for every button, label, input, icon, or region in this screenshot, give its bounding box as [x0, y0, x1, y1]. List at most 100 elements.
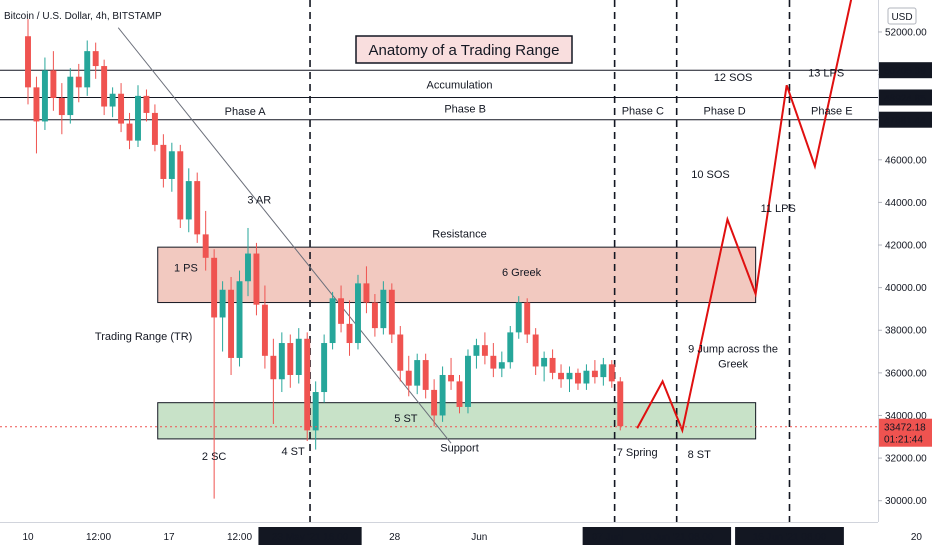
- candle: [481, 332, 488, 365]
- price-axis[interactable]: USD 30000.00 32000.00 34000.00 36000.00 3800…: [878, 0, 932, 522]
- candle: [295, 328, 302, 384]
- candle: [388, 283, 395, 344]
- candle-body: [118, 93, 125, 124]
- countdown-timer-text: 01:21:44: [884, 435, 923, 446]
- annotation-label: 3 AR: [247, 194, 271, 206]
- candle: [50, 51, 57, 111]
- time-highlight-label: 07 Jun '21: [592, 532, 638, 543]
- candle: [58, 83, 65, 135]
- time-tick-label: 12:00: [86, 532, 111, 543]
- candle: [270, 338, 277, 424]
- candle-body: [109, 93, 116, 107]
- candle-body: [177, 151, 184, 220]
- candle-body: [397, 334, 404, 371]
- candle-body: [270, 355, 277, 380]
- candle-body: [363, 283, 370, 303]
- candle: [591, 360, 598, 384]
- phase-label: Phase D: [704, 106, 746, 118]
- candle: [202, 210, 209, 271]
- candle-body: [67, 76, 74, 116]
- candle: [583, 364, 590, 390]
- candle: [541, 351, 548, 382]
- candle: [151, 104, 158, 152]
- candle-body: [278, 343, 285, 380]
- candle: [575, 368, 581, 390]
- candle-body: [405, 370, 412, 386]
- time-highlight-badge: [735, 527, 844, 545]
- candle-body: [439, 374, 446, 416]
- candle: [473, 338, 480, 369]
- candle: [566, 366, 573, 393]
- time-tick-label: 10: [22, 532, 34, 543]
- candle: [211, 249, 218, 499]
- candle: [397, 325, 404, 382]
- price-tick-label: 40000.00: [885, 283, 927, 294]
- time-highlight-badge: [622, 527, 732, 545]
- annotation-label: Greek: [718, 359, 748, 371]
- candle: [507, 325, 514, 369]
- annotation-label: 8 ST: [688, 449, 712, 461]
- price-tick-label: 30000.00: [885, 496, 927, 507]
- candle: [75, 63, 82, 103]
- candle: [617, 377, 624, 431]
- symbol-label: Bitcoin / U.S. Dollar, 4h, BITSTAMP: [4, 11, 162, 22]
- annotation-label: 7 Spring: [617, 447, 658, 459]
- time-highlight-label: 23 May '21 16:00: [272, 532, 349, 543]
- phase-label: Accumulation: [426, 79, 492, 91]
- candle-body: [92, 51, 99, 67]
- candle: [371, 294, 378, 337]
- candle-body: [25, 36, 31, 88]
- annotation-label: 1 PS: [174, 263, 198, 275]
- candle: [439, 366, 446, 422]
- time-highlight-label: 16 Jun '21 08:00: [753, 532, 827, 543]
- time-tick-label: Jun: [471, 532, 487, 543]
- candle-body: [532, 334, 539, 367]
- candle-body: [549, 357, 556, 373]
- candle-body: [185, 181, 192, 220]
- candle-body: [304, 338, 311, 431]
- projection-path: [636, 0, 853, 434]
- candle-body: [507, 332, 514, 363]
- candle: [515, 296, 522, 339]
- candle: [456, 374, 463, 414]
- candle-body: [617, 381, 624, 427]
- candle-body: [219, 289, 226, 318]
- candle-body: [355, 283, 361, 344]
- candle: [33, 76, 40, 154]
- candle: [422, 353, 429, 399]
- candle: [101, 59, 108, 116]
- candle-body: [600, 364, 607, 378]
- candle-body: [75, 76, 82, 88]
- candle: [321, 334, 328, 403]
- candle-body: [431, 389, 438, 416]
- candle: [118, 83, 125, 133]
- phase-label: Phase E: [811, 106, 853, 118]
- candle: [253, 242, 260, 316]
- candle: [431, 379, 438, 427]
- candle-body: [151, 112, 158, 145]
- annotation-label: 9 Jump across the: [688, 344, 778, 356]
- chart-title: Anatomy of a Trading Range: [369, 42, 560, 59]
- annotation-label: 5 ST: [394, 413, 418, 425]
- candle: [177, 144, 184, 228]
- candle-body: [591, 370, 598, 378]
- phase-label: Phase B: [444, 103, 486, 115]
- candle: [498, 351, 505, 378]
- currency-badge: [887, 7, 917, 25]
- candle-body: [253, 253, 260, 305]
- candle: [185, 168, 192, 233]
- candle-body: [202, 234, 209, 258]
- candle-body: [126, 123, 133, 141]
- candle-body: [566, 372, 573, 380]
- candle-body: [194, 181, 201, 235]
- candle: [41, 57, 48, 130]
- annotation-label: Resistance: [432, 229, 486, 241]
- level-price-text: 48924.85: [884, 93, 926, 104]
- candle-body: [312, 392, 319, 431]
- candle: [143, 89, 150, 122]
- price-tick-label: 38000.00: [885, 326, 927, 337]
- level-price-badge: [879, 111, 932, 128]
- price-tick-label: 46000.00: [885, 155, 927, 166]
- annotation-label: 6 Greek: [502, 267, 542, 279]
